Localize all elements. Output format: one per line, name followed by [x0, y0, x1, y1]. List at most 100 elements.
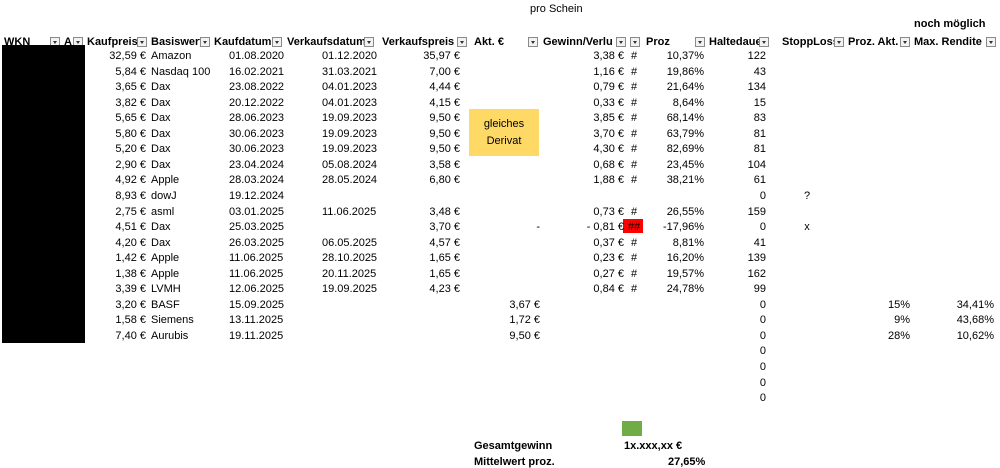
- cell-basiswert[interactable]: Apple: [151, 252, 180, 265]
- cell-halte[interactable]: 104: [747, 158, 766, 171]
- cell-kaufdatum[interactable]: 28.03.2024: [229, 174, 285, 187]
- cell-hash[interactable]: #: [630, 252, 638, 265]
- cell-verkaufsdatum[interactable]: 28.05.2024: [322, 174, 378, 187]
- cell-verkaufspreis[interactable]: 7,00 €: [429, 65, 460, 78]
- cell-gewinn[interactable]: 0,79 €: [593, 81, 624, 94]
- cell-proz[interactable]: 23,45%: [666, 158, 704, 171]
- cell-hash[interactable]: #: [630, 158, 638, 171]
- cell-stopp[interactable]: ?: [803, 189, 811, 202]
- filter-stopploss-icon[interactable]: [834, 37, 844, 47]
- cell-gewinn[interactable]: 3,38 €: [593, 50, 624, 62]
- cell-kaufdatum[interactable]: 26.03.2025: [229, 236, 285, 249]
- cell-gewinn[interactable]: 0,33 €: [593, 96, 624, 109]
- cell-halte-extra[interactable]: 0: [759, 345, 766, 358]
- cell-proz[interactable]: 10,37%: [666, 50, 704, 62]
- cell-kaufpreis[interactable]: 3,65 €: [115, 81, 146, 94]
- cell-kaufdatum[interactable]: 12.06.2025: [229, 283, 285, 296]
- filter-kaufdatum-icon[interactable]: [272, 37, 282, 47]
- cell-akt[interactable]: 3,67 €: [509, 298, 540, 311]
- cell-kaufpreis[interactable]: 2,75 €: [115, 205, 146, 218]
- cell-halte[interactable]: 162: [747, 267, 766, 280]
- cell-proz[interactable]: 24,78%: [666, 283, 704, 296]
- cell-basiswert[interactable]: Dax: [151, 127, 171, 140]
- cell-gewinn[interactable]: 0,23 €: [593, 252, 624, 265]
- cell-proz[interactable]: 16,20%: [666, 252, 704, 265]
- cell-verkaufsdatum[interactable]: 19.09.2023: [322, 112, 378, 125]
- cell-basiswert[interactable]: dowJ: [151, 189, 177, 202]
- cell-gewinn[interactable]: 3,85 €: [593, 112, 624, 125]
- cell-verkaufsdatum[interactable]: 19.09.2023: [322, 143, 378, 156]
- cell-halte[interactable]: 41: [753, 236, 766, 249]
- cell-kaufdatum[interactable]: 19.12.2024: [229, 189, 285, 202]
- cell-halte[interactable]: 15: [753, 96, 766, 109]
- cell-verkaufsdatum[interactable]: 20.11.2025: [322, 267, 377, 280]
- cell-hash[interactable]: #: [630, 174, 638, 187]
- cell-verkaufspreis[interactable]: 4,15 €: [429, 96, 460, 109]
- cell-hash[interactable]: #: [630, 50, 638, 62]
- cell-hash[interactable]: #: [630, 81, 638, 94]
- cell-halte[interactable]: 0: [759, 189, 766, 202]
- cell-halte[interactable]: 99: [753, 283, 766, 296]
- cell-kaufpreis[interactable]: 3,20 €: [115, 298, 146, 311]
- cell-proz-akt[interactable]: 28%: [887, 329, 910, 342]
- cell-basiswert[interactable]: Dax: [151, 143, 171, 156]
- cell-hash[interactable]: #: [630, 96, 638, 109]
- cell-basiswert[interactable]: Dax: [151, 236, 171, 249]
- cell-hash[interactable]: #: [630, 65, 638, 78]
- cell-verkaufspreis[interactable]: 9,50 €: [429, 127, 460, 140]
- cell-kaufpreis[interactable]: 5,84 €: [115, 65, 146, 78]
- filter-kaufpreis-icon[interactable]: [137, 37, 147, 47]
- cell-kaufpreis[interactable]: 7,40 €: [115, 329, 146, 342]
- cell-halte[interactable]: 122: [747, 50, 766, 62]
- cell-kaufpreis[interactable]: 4,92 €: [115, 174, 146, 187]
- cell-verkaufspreis[interactable]: 35,97 €: [423, 50, 460, 62]
- filter-flag-icon[interactable]: [630, 37, 640, 47]
- cell-hash[interactable]: #: [630, 112, 638, 125]
- cell-kaufpreis[interactable]: 2,90 €: [115, 158, 146, 171]
- filter-proz-icon[interactable]: [695, 37, 705, 47]
- cell-gewinn[interactable]: 4,30 €: [593, 143, 624, 156]
- cell-gewinn[interactable]: 0,84 €: [593, 283, 624, 296]
- filter-proz-akt-icon[interactable]: [900, 37, 910, 47]
- cell-halte-extra[interactable]: 0: [759, 376, 766, 389]
- cell-halte[interactable]: 0: [759, 314, 766, 327]
- filter-basiswert-icon[interactable]: [200, 37, 210, 47]
- cell-proz[interactable]: 21,64%: [666, 81, 704, 94]
- cell-gewinn[interactable]: 0,73 €: [593, 205, 624, 218]
- cell-kaufdatum[interactable]: 16.02.2021: [229, 65, 285, 78]
- cell-hash[interactable]: #: [630, 205, 638, 218]
- cell-kaufpreis[interactable]: 8,93 €: [115, 189, 146, 202]
- cell-kaufdatum[interactable]: 25.03.2025: [229, 221, 285, 234]
- cell-basiswert[interactable]: Siemens: [151, 314, 194, 327]
- cell-verkaufsdatum[interactable]: 19.09.2023: [322, 127, 378, 140]
- cell-basiswert[interactable]: Dax: [151, 96, 171, 109]
- cell-stopp[interactable]: x: [804, 221, 810, 234]
- cell-basiswert[interactable]: Apple: [151, 174, 180, 187]
- cell-halte-extra[interactable]: 0: [759, 392, 766, 405]
- cell-basiswert[interactable]: Nasdaq 100: [151, 65, 211, 78]
- cell-halte[interactable]: 61: [753, 174, 766, 187]
- cell-basiswert[interactable]: asml: [151, 205, 175, 218]
- cell-gewinn[interactable]: 0,37 €: [593, 236, 624, 249]
- cell-verkaufsdatum[interactable]: 05.08.2024: [322, 158, 378, 171]
- filter-haltedauer-icon[interactable]: [759, 37, 769, 47]
- cell-proz-akt[interactable]: 15%: [887, 298, 910, 311]
- cell-basiswert[interactable]: BASF: [151, 298, 180, 311]
- cell-kaufpreis[interactable]: 4,51 €: [115, 221, 146, 234]
- cell-basiswert[interactable]: Dax: [151, 112, 171, 125]
- cell-verkaufsdatum[interactable]: 31.03.2021: [322, 65, 378, 78]
- cell-kaufdatum[interactable]: 11.06.2025: [229, 267, 284, 280]
- cell-verkaufspreis[interactable]: 6,80 €: [429, 174, 460, 187]
- cell-proz[interactable]: 19,86%: [666, 65, 704, 78]
- cell-kaufdatum[interactable]: 30.06.2023: [229, 127, 285, 140]
- cell-kaufdatum[interactable]: 23.04.2024: [229, 158, 285, 171]
- cell-kaufpreis[interactable]: 1,42 €: [115, 252, 146, 265]
- cell-verkaufspreis[interactable]: 1,65 €: [429, 252, 460, 265]
- cell-max[interactable]: 10,62%: [956, 329, 994, 342]
- cell-max[interactable]: 43,68%: [956, 314, 994, 327]
- cell-hash[interactable]: ##: [627, 221, 641, 234]
- cell-verkaufsdatum[interactable]: 06.05.2025: [322, 236, 378, 249]
- cell-halte[interactable]: 43: [753, 65, 766, 78]
- cell-halte[interactable]: 81: [753, 143, 766, 156]
- filter-verkaufsdatum-icon[interactable]: [364, 37, 374, 47]
